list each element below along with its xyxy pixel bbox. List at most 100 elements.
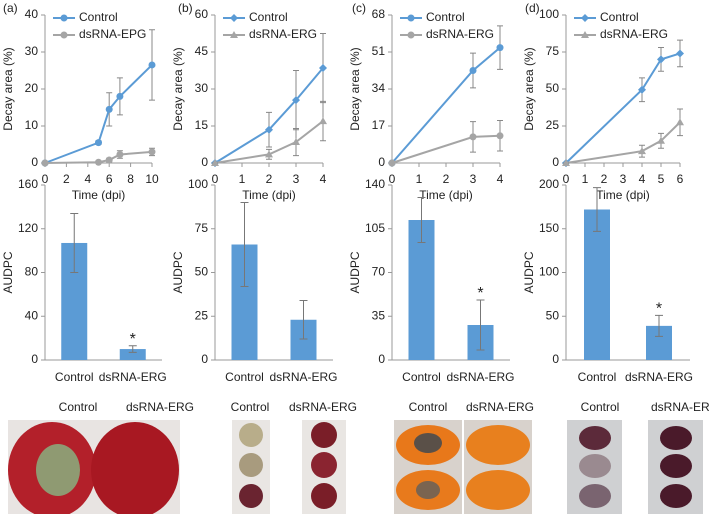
error-bar [299,300,308,340]
x-tick-label: dsRNA-ERG [99,370,167,384]
fruit [466,425,530,465]
photo-label: dsRNA-ERG [289,400,357,414]
y-tick-label: 0 [552,155,559,169]
y-axis-label: AUDPC [522,251,536,293]
fruit [579,484,611,508]
y-axis-label: Decay area (%) [171,47,185,130]
y-tick-label: 17 [372,118,386,132]
photo-label: Control [409,400,448,414]
fruit [579,426,611,450]
point [657,55,665,64]
y-tick-label: 50 [195,265,209,279]
panel-label: (b) [178,1,193,15]
x-tick-label: Control [225,370,264,384]
x-tick-label: dsRNA-ERG [446,370,514,384]
bar [408,220,435,360]
y-tick-label: 200 [539,177,559,191]
error-bar [128,345,137,353]
point [496,132,504,140]
y-tick-label: 0 [378,352,385,366]
legend-marker [230,14,238,22]
y-axis-label: Decay area (%) [348,47,362,130]
x-tick-label: 1 [239,172,246,186]
x-tick-label: Control [402,370,441,384]
legend-label: Control [79,10,118,24]
y-tick-label: 75 [546,44,560,58]
panel-label: (a) [3,1,18,15]
y-axis-label: Decay area (%) [1,47,15,130]
x-tick-label: 2 [63,172,70,186]
fruit [311,483,337,509]
point [638,85,646,94]
panel-label: (c) [352,1,366,15]
x-tick-label: 0 [212,172,219,186]
y-tick-label: 120 [18,221,38,235]
x-tick-label: 4 [84,172,91,186]
line [565,52,681,164]
y-axis-label: AUDPC [1,251,15,293]
x-tick-label: 3 [470,172,477,186]
error-bar [476,299,485,351]
x-tick-label: 1 [416,172,423,186]
photo-label: Control [231,400,270,414]
x-axis-label: Time (dpi) [419,188,473,202]
line [44,64,153,164]
significance-mark: * [656,301,662,318]
point [292,96,300,105]
photo-label: Control [59,400,98,414]
error-bar [655,314,663,337]
point [116,92,124,100]
x-tick-label: dsRNA-ERG [269,370,337,384]
fruit [466,470,530,510]
line [565,121,681,164]
y-tick-label: 50 [546,81,560,95]
point [676,118,684,126]
point [638,147,646,155]
legend-marker [581,31,589,38]
x-tick-label: 4 [497,172,504,186]
point [562,159,570,166]
y-tick-label: 40 [25,7,39,21]
fruit [660,484,692,508]
fruit [239,484,263,508]
x-tick-label: 6 [677,172,684,186]
significance-mark: * [477,285,483,302]
x-tick-label: Control [578,370,617,384]
x-tick-label: 4 [320,172,327,186]
point [319,64,327,73]
point [148,148,156,156]
photo-label: Control [581,400,620,414]
x-tick-label: 4 [639,172,646,186]
y-tick-label: 51 [372,44,386,58]
bar [119,349,146,360]
point [469,67,477,74]
x-tick-label: 10 [145,172,159,186]
photo-label: dsRNA-ERG [466,400,534,414]
photo-label: dsRNA-ERG [651,400,709,414]
legend-label: Control [426,10,465,24]
point [388,159,396,167]
y-tick-label: 0 [31,352,38,366]
decay-spot [414,433,442,453]
y-tick-label: 15 [195,118,209,132]
legend-marker [60,31,68,39]
error-bar [593,187,601,232]
point [265,150,273,158]
y-tick-label: 40 [25,308,39,322]
y-tick-label: 50 [546,308,560,322]
fruit [660,454,692,478]
y-tick-label: 60 [195,7,209,21]
decay-spot [36,444,80,496]
error-bar [417,197,426,243]
point [41,159,49,167]
x-axis-label: Time (dpi) [242,188,296,202]
line [214,67,324,164]
x-axis-label: Time (dpi) [596,188,650,202]
x-tick-label: 6 [106,172,113,186]
x-tick-label: dsRNA-ERG [625,370,693,384]
point [496,44,504,52]
legend-label: Control [249,10,288,24]
y-tick-label: 150 [539,221,559,235]
